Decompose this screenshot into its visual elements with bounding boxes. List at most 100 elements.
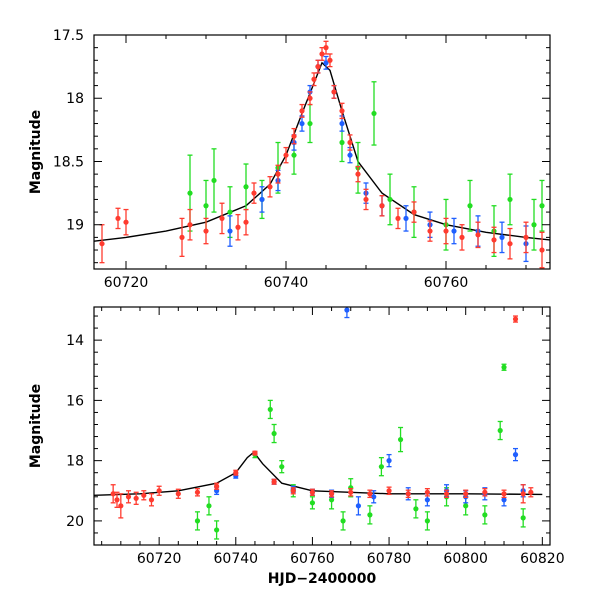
blue-data-point bbox=[371, 494, 377, 500]
y-axis-label: Magnitude bbox=[28, 110, 44, 194]
green-data-point bbox=[328, 497, 335, 503]
red-data-point bbox=[528, 489, 534, 495]
green-data-point bbox=[340, 518, 346, 524]
red-data-point bbox=[348, 489, 354, 495]
green-data-point bbox=[211, 177, 217, 184]
data-layer bbox=[94, 307, 543, 540]
green-data-point bbox=[206, 503, 212, 509]
red-data-point bbox=[339, 108, 345, 114]
red-data-point bbox=[323, 45, 329, 51]
green-data-point bbox=[279, 464, 285, 470]
green-series bbox=[194, 363, 526, 540]
red-data-point bbox=[307, 95, 313, 101]
red-data-point bbox=[114, 497, 120, 503]
red-data-point bbox=[363, 196, 369, 203]
green-data-point bbox=[424, 518, 430, 524]
y-tick-label: 14 bbox=[66, 333, 84, 349]
red-data-point bbox=[327, 57, 333, 63]
red-data-point bbox=[291, 133, 297, 139]
green-data-point bbox=[463, 503, 469, 509]
red-data-point bbox=[424, 489, 430, 495]
red-data-point bbox=[235, 224, 241, 230]
red-data-point bbox=[482, 489, 488, 495]
red-data-point bbox=[539, 247, 545, 253]
green-series bbox=[187, 81, 545, 258]
red-data-point bbox=[267, 184, 273, 190]
red-data-point bbox=[251, 190, 257, 196]
data-layer bbox=[94, 40, 550, 269]
plot-frame bbox=[93, 306, 551, 546]
x-tick-label: 60780 bbox=[367, 551, 412, 567]
green-data-point bbox=[413, 506, 419, 512]
green-data-point bbox=[387, 196, 393, 203]
red-data-point bbox=[133, 495, 139, 501]
x-tick-label: 60820 bbox=[520, 551, 565, 567]
green-data-point bbox=[339, 139, 345, 146]
red-data-point bbox=[290, 488, 296, 494]
green-data-point bbox=[531, 222, 537, 228]
red-data-point bbox=[194, 489, 201, 495]
green-data-point bbox=[227, 209, 233, 215]
top-panel: 60720 60740 60760 17.5 18 18.5 19 Magnitude bbox=[28, 28, 551, 291]
red-data-point bbox=[203, 228, 209, 234]
y-tick-label: 19 bbox=[66, 218, 84, 234]
red-data-point bbox=[491, 237, 497, 243]
red-data-point bbox=[309, 489, 316, 495]
y-tick-label: 18 bbox=[66, 91, 84, 107]
red-data-point bbox=[299, 108, 305, 114]
y-tick-label: 18.5 bbox=[53, 154, 84, 170]
red-data-point bbox=[443, 491, 450, 497]
red-data-point bbox=[443, 228, 449, 234]
x-tick-label: 60760 bbox=[290, 551, 335, 567]
blue-data-point bbox=[347, 152, 353, 158]
green-data-point bbox=[187, 190, 193, 196]
blue-data-point bbox=[386, 458, 392, 464]
red-data-point bbox=[275, 171, 281, 177]
red-data-point bbox=[156, 488, 162, 494]
green-data-point bbox=[309, 500, 316, 506]
red-data-point bbox=[523, 234, 529, 240]
red-data-point bbox=[283, 152, 289, 158]
red-data-point bbox=[411, 209, 417, 215]
red-data-point bbox=[459, 234, 465, 240]
red-data-point bbox=[219, 215, 225, 222]
y-tick-label: 16 bbox=[66, 393, 84, 409]
green-data-point bbox=[291, 152, 297, 158]
x-axis-label: HJD−2400000 bbox=[268, 571, 377, 587]
green-data-point bbox=[378, 464, 384, 470]
blue-series bbox=[227, 55, 529, 263]
green-data-point bbox=[371, 110, 377, 117]
red-data-point bbox=[355, 171, 361, 177]
red-data-point bbox=[148, 497, 155, 503]
green-data-point bbox=[367, 512, 373, 518]
blue-data-point bbox=[512, 452, 519, 458]
red-series bbox=[99, 40, 545, 269]
green-data-point bbox=[194, 518, 201, 524]
red-data-point bbox=[125, 494, 132, 500]
green-data-point bbox=[501, 364, 507, 370]
green-data-point bbox=[507, 196, 513, 203]
blue-data-point bbox=[323, 60, 329, 66]
green-data-point bbox=[520, 515, 526, 521]
blue-data-point bbox=[344, 307, 350, 313]
red-data-point bbox=[427, 228, 433, 234]
green-data-point bbox=[243, 184, 249, 190]
red-data-point bbox=[379, 203, 385, 209]
blue-data-point bbox=[501, 497, 507, 503]
green-data-point bbox=[397, 436, 404, 443]
red-data-point bbox=[179, 234, 185, 240]
red-data-point bbox=[243, 219, 249, 225]
x-tick-label: 60740 bbox=[214, 551, 259, 567]
green-data-point bbox=[203, 203, 209, 209]
blue-data-point bbox=[424, 497, 430, 503]
y-tick-label: 18 bbox=[66, 454, 84, 470]
red-data-point bbox=[331, 89, 337, 95]
red-data-point bbox=[271, 479, 277, 485]
red-data-point bbox=[512, 316, 519, 322]
red-data-point bbox=[118, 503, 124, 509]
blue-data-point bbox=[403, 215, 409, 222]
x-tick-label: 60800 bbox=[443, 551, 488, 567]
green-data-point bbox=[539, 203, 545, 209]
blue-series bbox=[214, 307, 526, 516]
